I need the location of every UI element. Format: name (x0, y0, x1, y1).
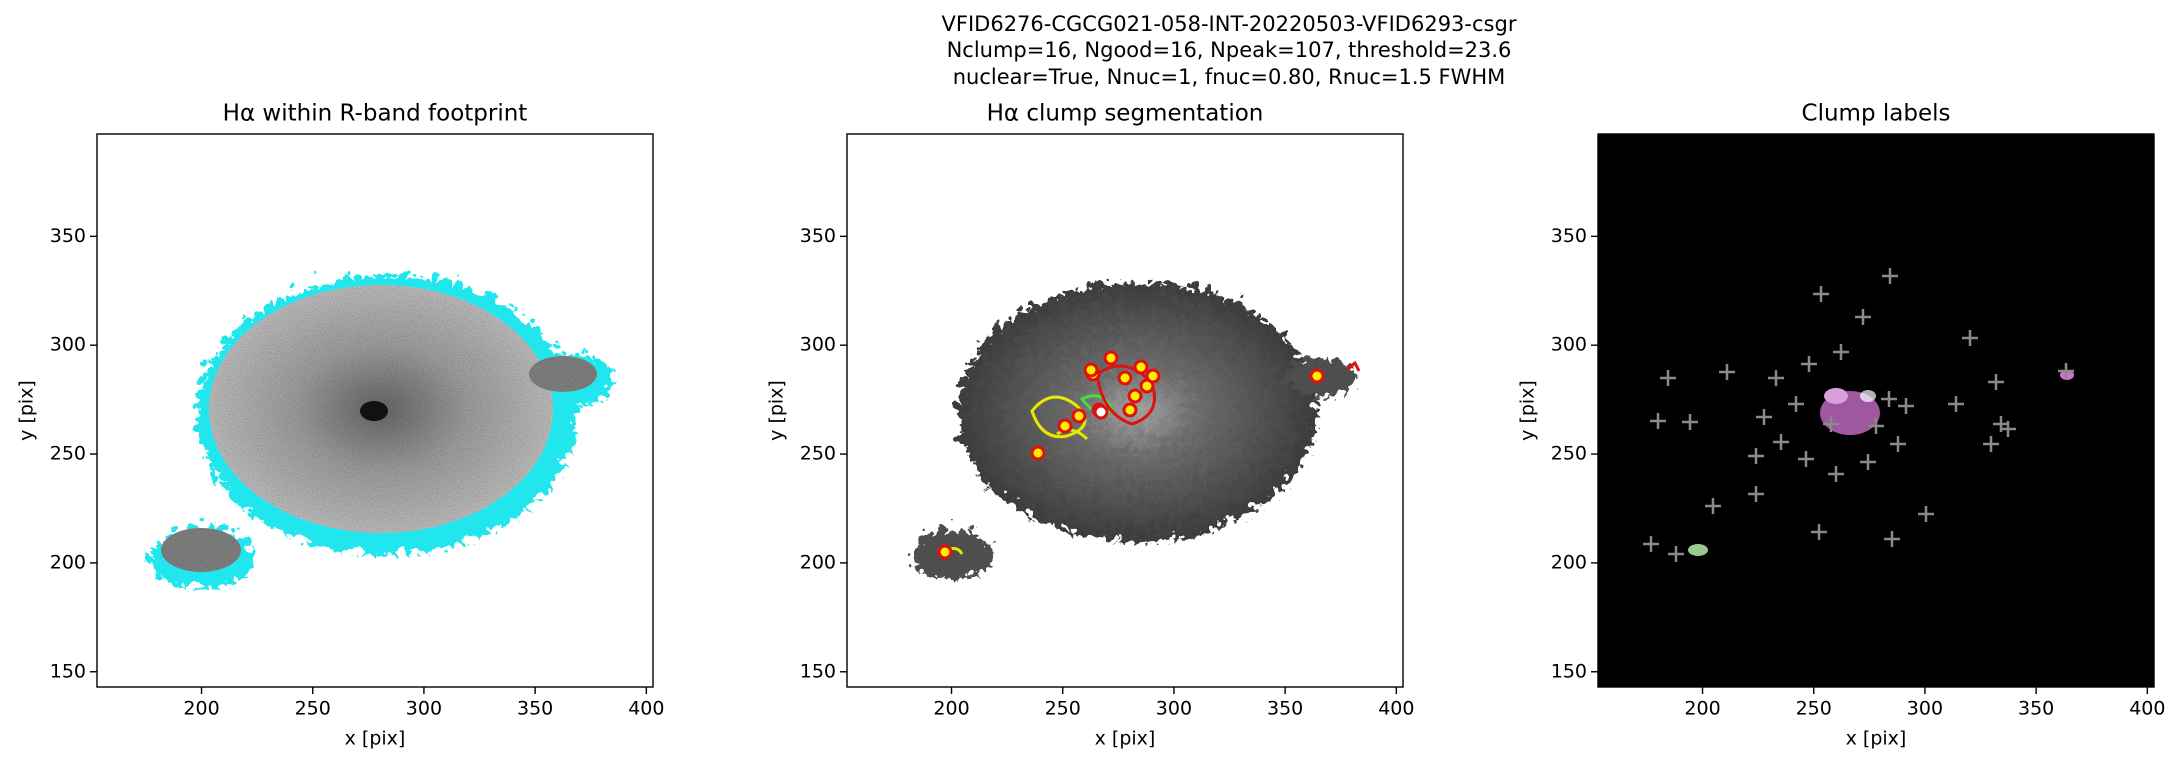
suptitle-line: Nclump=16, Ngood=16, Npeak=107, threshol… (947, 38, 1512, 62)
axes-frame (846, 133, 1404, 688)
y-tick-label: 200 (800, 551, 836, 573)
x-tick-label: 200 (933, 698, 969, 720)
y-tick-label: 250 (1551, 443, 1587, 465)
image-halpha (145, 269, 607, 582)
y-axis-label: y [pix] (16, 380, 38, 441)
y-tick-label: 300 (50, 334, 86, 356)
y-axis-label: y [pix] (1517, 380, 1539, 441)
image-labels (1598, 134, 2154, 687)
x-tick-label: 250 (1045, 698, 1081, 720)
y-tick-label: 150 (1551, 660, 1587, 682)
x-tick-label: 400 (2129, 698, 2165, 720)
y-tick-label: 150 (50, 660, 86, 682)
y-tick-label: 200 (50, 551, 86, 573)
x-tick-label: 200 (183, 698, 219, 720)
x-tick-label: 350 (2018, 698, 2054, 720)
x-tick-label: 400 (1378, 698, 1414, 720)
x-tick-label: 250 (1796, 698, 1832, 720)
x-tick-label: 350 (1267, 698, 1303, 720)
axes-frame (1597, 133, 2155, 688)
x-tick-label: 300 (1907, 698, 1943, 720)
x-tick-label: 350 (517, 698, 553, 720)
y-tick-label: 350 (1551, 225, 1587, 247)
x-axis-label: x [pix] (345, 728, 406, 750)
y-tick-label: 300 (800, 334, 836, 356)
image-segmentation (907, 276, 1361, 573)
panel-title: Clump labels (1802, 101, 1951, 127)
x-tick-label: 300 (1156, 698, 1192, 720)
y-tick-label: 200 (1551, 551, 1587, 573)
y-tick-label: 350 (50, 225, 86, 247)
x-tick-label: 200 (1684, 698, 1720, 720)
x-tick-label: 300 (406, 698, 442, 720)
x-tick-label: 250 (295, 698, 331, 720)
x-axis-label: x [pix] (1846, 728, 1907, 750)
panel-title: Hα clump segmentation (987, 101, 1264, 127)
y-tick-label: 350 (800, 225, 836, 247)
y-axis-label: y [pix] (766, 380, 788, 441)
axes-layer: Hα within R-band footprint 200 250 300 350 40… (16, 101, 2166, 750)
y-tick-label: 300 (1551, 334, 1587, 356)
y-tick-label: 150 (800, 660, 836, 682)
x-axis-label: x [pix] (1095, 728, 1156, 750)
suptitle-line: nuclear=True, Nnuc=1, fnuc=0.80, Rnuc=1.… (953, 65, 1506, 89)
axes-frame (96, 133, 654, 688)
panel-title: Hα within R-band footprint (223, 101, 528, 127)
y-tick-label: 250 (50, 443, 86, 465)
suptitle-line: VFID6276-CGCG021-058-INT-20220503-VFID62… (942, 12, 1517, 36)
y-tick-label: 250 (800, 443, 836, 465)
x-tick-label: 400 (628, 698, 664, 720)
